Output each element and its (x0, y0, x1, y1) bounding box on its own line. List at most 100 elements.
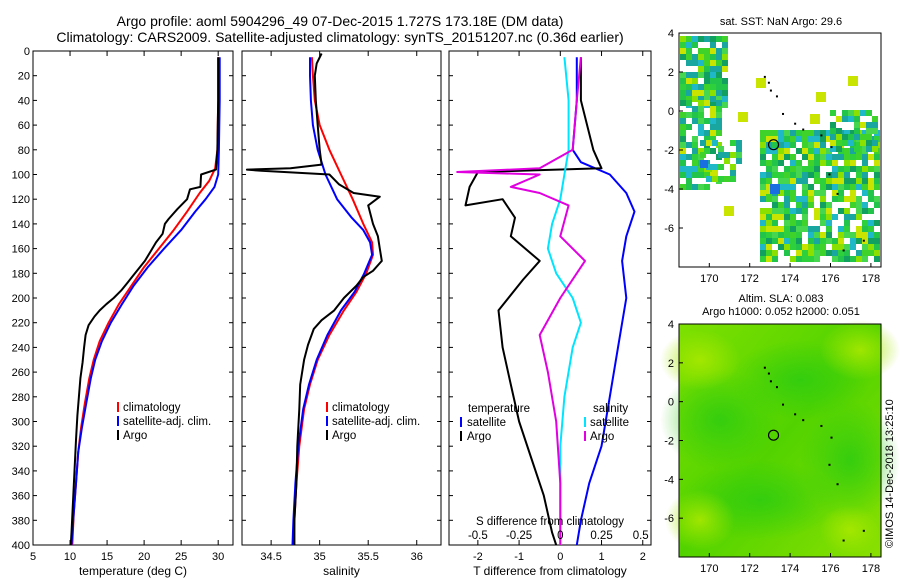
sst-pixel (872, 140, 878, 146)
sst-pixel (680, 184, 686, 190)
sst-pixel (680, 130, 686, 136)
sst-pixel (704, 172, 710, 178)
sst-pixel (862, 130, 868, 136)
sst-pixel (704, 96, 710, 102)
sst-pixel (692, 148, 698, 154)
sst-island (782, 112, 785, 115)
sst-pixel (868, 166, 874, 172)
sst-pixel (766, 244, 772, 250)
sst-pixel (802, 244, 808, 250)
sla-argo-position-marker (767, 429, 780, 441)
sst-pixel (838, 250, 844, 256)
sst-pixel (784, 166, 790, 172)
sst-pixel (868, 178, 874, 184)
salinity-xtick-label: 36 (411, 551, 423, 563)
sst-pixel (784, 190, 790, 196)
sst-pixel (832, 244, 838, 250)
sst-pixel (868, 154, 874, 160)
depth-tick-label: 400 (12, 540, 30, 552)
sst-pixel (760, 190, 766, 196)
sst-pixel (704, 130, 710, 136)
sst-pixel (830, 128, 836, 134)
sst-pixel (790, 220, 796, 226)
sst-pixel (820, 196, 826, 202)
depth-tick-label: 60 (18, 120, 30, 132)
sst-pixel (716, 66, 722, 72)
sst-pixel (710, 36, 716, 42)
sst-pixel (710, 102, 716, 108)
differences-xtick-label: -1 (514, 551, 524, 563)
sst-pixel (866, 146, 872, 152)
sst-pixel (838, 178, 844, 184)
sst-pixel (862, 256, 868, 262)
sst-pixel (808, 142, 814, 148)
sst-pixel (856, 202, 862, 208)
sst-pixel (704, 90, 710, 96)
sst-pixel (862, 208, 868, 214)
sst-pixel (856, 256, 862, 262)
sst-island (862, 239, 865, 242)
depth-tick-label: 180 (12, 268, 30, 280)
sst-pixel (790, 208, 796, 214)
sla-map-title1: Altim. SLA: 0.083 (739, 293, 824, 305)
sst-pixel (802, 214, 808, 220)
sst-pixel (802, 220, 808, 226)
sst-xtick-label: 176 (821, 273, 839, 285)
sst-pixel (680, 160, 686, 166)
sst-pixel (790, 136, 796, 142)
sst-pixel (784, 220, 790, 226)
differences-xtick-label: 1 (598, 551, 604, 563)
salinity-panel: 34.5 35 35.5 36 salinity climatology satellite… (241, 50, 442, 578)
diff-s-tick-label: 0.5 (633, 530, 649, 542)
sst-pixel (832, 184, 838, 190)
diff-legend-t-label: Argo (467, 431, 491, 443)
sla-ytick-label: -4 (664, 474, 674, 486)
sst-pixel (850, 256, 856, 262)
sst-pixel (814, 148, 820, 154)
sst-island (828, 173, 831, 176)
sla-xtick-label: 172 (741, 563, 759, 575)
sst-pixel (820, 178, 826, 184)
sst-pixel (760, 214, 766, 220)
sla-island (828, 463, 831, 466)
sst-pixel (802, 166, 808, 172)
sst-pixel (704, 100, 710, 106)
sst-pixel (868, 238, 874, 244)
sst-pixel (692, 118, 698, 124)
figure-title-line1: Argo profile: aoml 5904296_49 07-Dec-201… (117, 13, 564, 29)
salinity-xtick-label: 34.5 (260, 551, 281, 563)
sst-pixel (724, 152, 730, 158)
sst-pixel (838, 154, 844, 160)
sst-pixel (796, 136, 802, 142)
sst-pixel (820, 148, 826, 154)
sst-pixel (874, 250, 880, 256)
sst-pixel (862, 178, 868, 184)
sst-pixel (868, 196, 874, 202)
sst-pixel (712, 164, 718, 170)
sst-pixel (808, 166, 814, 172)
sst-pixel (856, 208, 862, 214)
sst-pixel (796, 196, 802, 202)
sst-pixel (680, 48, 686, 54)
sst-pixel (848, 140, 854, 146)
sst-pixel (820, 220, 826, 226)
sst-island (775, 95, 778, 98)
sst-pixel (698, 66, 704, 72)
differences-xtick-label: 0 (557, 551, 563, 563)
sst-pixel (848, 116, 854, 122)
sst-xtick-label: 178 (862, 273, 880, 285)
sst-pixel (692, 160, 698, 166)
sla-field-blob (820, 320, 900, 380)
sst-pixel (830, 140, 836, 146)
depth-tick-label: 340 (12, 466, 30, 478)
sst-island (769, 89, 772, 92)
sst-pixel (814, 130, 820, 136)
salinity-legend-label: Argo (332, 430, 356, 442)
temperature-axes-box (32, 50, 234, 546)
sla-island (763, 366, 766, 369)
sst-pixel (692, 36, 698, 42)
sst-pixel (692, 184, 698, 190)
sst-pixel (760, 160, 766, 166)
sst-pixel (832, 238, 838, 244)
sst-pixel (802, 136, 808, 142)
